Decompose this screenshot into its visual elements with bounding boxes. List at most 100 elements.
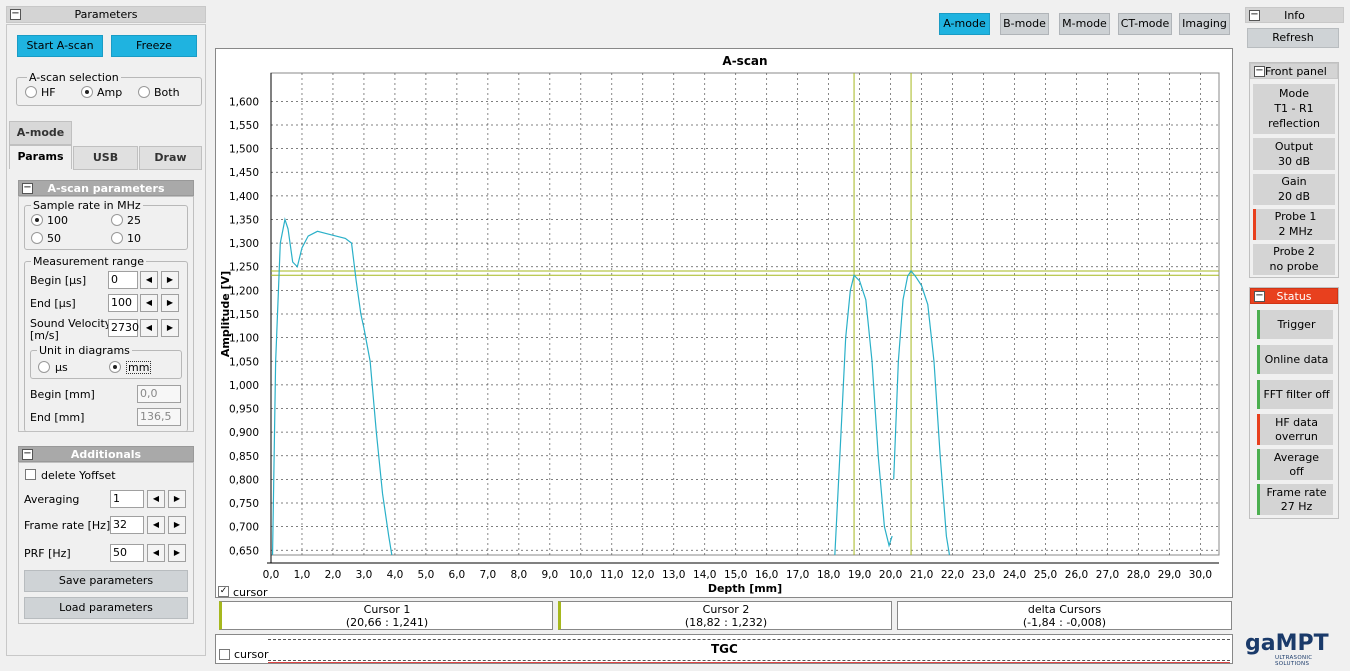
tgc-line <box>268 662 1230 663</box>
x-axis-label: Depth [mm] <box>708 582 782 595</box>
status-hf-overrun: HF data overrun <box>1257 414 1333 445</box>
sound-velocity-increment-button[interactable]: ▶ <box>161 319 179 337</box>
x-tick-label: 5,0 <box>418 569 435 581</box>
radio-unit-mm[interactable] <box>109 361 121 373</box>
radio-both[interactable] <box>138 86 150 98</box>
frame-rate-increment-button[interactable]: ▶ <box>168 516 186 534</box>
end-us-input[interactable]: 100 <box>108 294 138 312</box>
x-tick-label: 12,0 <box>631 569 654 581</box>
x-tick-label: 29,0 <box>1158 569 1181 581</box>
load-parameters-button[interactable]: Load parameters <box>24 597 188 619</box>
mode-info-box: Mode T1 - R1 reflection <box>1253 84 1335 134</box>
mode-m-button[interactable]: M-mode <box>1059 13 1110 35</box>
imaging-button[interactable]: Imaging <box>1179 13 1230 35</box>
mode-ct-button[interactable]: CT-mode <box>1118 13 1172 35</box>
tgc-title: TGC <box>711 642 738 656</box>
frame-rate-input[interactable]: 32 <box>110 516 144 534</box>
frame-rate-decrement-button[interactable]: ◀ <box>147 516 165 534</box>
rate-50-label: 50 <box>47 232 61 245</box>
averaging-increment-button[interactable]: ▶ <box>168 490 186 508</box>
y-tick-label: 0,700 <box>229 522 259 534</box>
end-us-increment-button[interactable]: ▶ <box>161 294 179 312</box>
unit-label: Unit in diagrams <box>37 344 132 357</box>
tgc-panel[interactable]: TGC cursor <box>215 634 1233 664</box>
radio-rate-50[interactable] <box>31 232 43 244</box>
x-tick-label: 18,0 <box>817 569 840 581</box>
x-tick-label: 21,0 <box>910 569 933 581</box>
cursor-checkbox[interactable]: ✓ <box>218 586 229 597</box>
refresh-button[interactable]: Refresh <box>1247 28 1339 48</box>
x-tick-label: 16,0 <box>755 569 778 581</box>
additionals-title: Additionals <box>70 448 142 461</box>
y-tick-label: 0,850 <box>229 451 259 463</box>
ascan-chart[interactable]: 0,650 0,700 0,750 0,800 0,850 0,900 0,950 1,000… <box>215 48 1233 598</box>
x-tick-label: 17,0 <box>786 569 809 581</box>
cursor-1-box: Cursor 1 (20,66 : 1,241) <box>219 601 553 630</box>
collapse-icon[interactable]: − <box>22 182 33 194</box>
rate-10-label: 10 <box>127 232 141 245</box>
x-tick-label: 20,0 <box>879 569 902 581</box>
cursor-2-value: (18,82 : 1,232) <box>684 616 768 629</box>
sound-velocity-decrement-button[interactable]: ◀ <box>140 319 158 337</box>
averaging-label: Averaging <box>24 493 80 506</box>
tab-a-mode[interactable]: A-mode <box>9 121 72 145</box>
start-ascan-button[interactable]: Start A-scan <box>17 35 103 57</box>
averaging-input[interactable]: 1 <box>110 490 144 508</box>
collapse-icon[interactable]: − <box>1254 290 1265 302</box>
collapse-icon[interactable]: − <box>1254 65 1265 77</box>
sound-velocity-unit: [m/s] <box>30 329 59 342</box>
averaging-decrement-button[interactable]: ◀ <box>147 490 165 508</box>
ascan-trace-segment <box>271 217 393 556</box>
prf-decrement-button[interactable]: ◀ <box>147 544 165 562</box>
tab-params[interactable]: Params <box>9 145 72 169</box>
y-tick-label: 0,950 <box>229 404 259 416</box>
delete-yoffset-checkbox[interactable] <box>25 469 36 480</box>
collapse-icon[interactable]: − <box>22 448 33 460</box>
end-us-decrement-button[interactable]: ◀ <box>140 294 158 312</box>
unit-us-label: µs <box>55 361 68 374</box>
radio-unit-us[interactable] <box>38 361 50 373</box>
y-tick-label: 1,200 <box>229 285 259 297</box>
x-tick-label: 8,0 <box>510 569 527 581</box>
x-tick-label: 4,0 <box>387 569 404 581</box>
y-tick-label: 1,000 <box>229 380 259 392</box>
sound-velocity-input[interactable]: 2730 <box>108 319 139 337</box>
begin-us-input[interactable]: 0 <box>108 271 138 289</box>
radio-rate-10[interactable] <box>111 232 123 244</box>
radio-rate-100[interactable] <box>31 214 43 226</box>
collapse-icon[interactable]: − <box>1249 9 1260 21</box>
cursor-checkbox-label: cursor <box>233 586 268 599</box>
save-parameters-button[interactable]: Save parameters <box>24 570 188 592</box>
prf-input[interactable]: 50 <box>110 544 144 562</box>
collapse-icon[interactable]: − <box>10 8 21 20</box>
status-average: Average off <box>1257 449 1333 480</box>
parameters-panel <box>6 24 206 656</box>
status-group <box>1249 287 1339 519</box>
mode-a-button[interactable]: A-mode <box>939 13 990 35</box>
begin-us-increment-button[interactable]: ▶ <box>161 271 179 289</box>
freeze-button[interactable]: Freeze <box>111 35 197 57</box>
ascan-params-title: A-scan parameters <box>47 182 165 195</box>
radio-rate-25[interactable] <box>111 214 123 226</box>
x-tick-label: 2,0 <box>325 569 342 581</box>
begin-us-decrement-button[interactable]: ◀ <box>140 271 158 289</box>
mode-b-button[interactable]: B-mode <box>1000 13 1049 35</box>
frame-rate-label: Frame rate [Hz] <box>24 519 111 532</box>
radio-hf[interactable] <box>25 86 37 98</box>
tgc-cursor-checkbox[interactable] <box>219 649 230 660</box>
status-online: Online data <box>1257 345 1333 374</box>
gampt-logo: gaMPT ULTRASONIC SOLUTIONS <box>1245 631 1329 668</box>
measurement-range-label: Measurement range <box>31 255 146 268</box>
rate-25-label: 25 <box>127 214 141 227</box>
measurement-range-group: Measurement range <box>24 255 188 432</box>
status-fft: FFT filter off <box>1257 380 1333 409</box>
radio-amp[interactable] <box>81 86 93 98</box>
tab-usb[interactable]: USB <box>73 146 138 170</box>
tab-draw[interactable]: Draw <box>139 146 202 170</box>
prf-increment-button[interactable]: ▶ <box>168 544 186 562</box>
y-tick-label: 0,900 <box>229 427 259 439</box>
x-tick-label: 0,0 <box>263 569 280 581</box>
y-tick-label: 1,250 <box>229 262 259 274</box>
begin-mm-field: 0,0 <box>137 385 181 403</box>
